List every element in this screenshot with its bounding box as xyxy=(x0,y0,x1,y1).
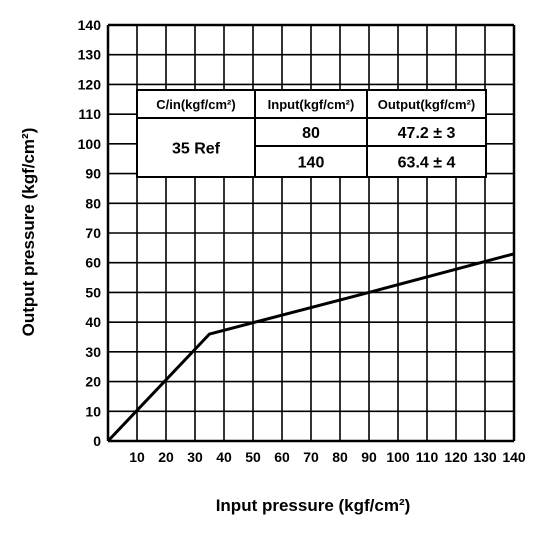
y-tick-label: 70 xyxy=(85,225,101,241)
series-line xyxy=(106,252,515,443)
table-output-cell: 63.4 ± 4 xyxy=(398,155,456,172)
x-tick-label: 60 xyxy=(274,449,290,465)
y-tick-label: 100 xyxy=(78,136,102,152)
x-tick-label: 80 xyxy=(332,449,348,465)
x-tick-label: 30 xyxy=(187,449,203,465)
x-tick-label: 130 xyxy=(473,449,497,465)
y-tick-label: 110 xyxy=(78,106,101,122)
y-tick-label: 60 xyxy=(85,255,101,271)
y-tick-label: 140 xyxy=(78,17,102,33)
y-tick-label: 30 xyxy=(85,344,101,360)
x-tick-label: 110 xyxy=(416,449,439,465)
y-tick-label: 80 xyxy=(85,195,101,211)
table-output-cell: 47.2 ± 3 xyxy=(398,125,456,142)
table-input-cell: 80 xyxy=(302,125,320,142)
data-table: C/in(kgf/cm²) Input(kgf/cm²) Output(kgf/cm… xyxy=(136,89,487,178)
table-input-cell: 140 xyxy=(298,155,325,172)
y-tick-label: 50 xyxy=(85,284,101,300)
y-tick-label: 0 xyxy=(93,433,101,449)
y-tick-label: 40 xyxy=(85,314,101,330)
x-tick-label: 70 xyxy=(303,449,319,465)
table-header: Output(kgf/cm²) xyxy=(378,97,475,112)
y-tick-label: 120 xyxy=(78,76,102,92)
y-tick-label: 10 xyxy=(85,403,101,419)
x-tick-label: 140 xyxy=(502,449,526,465)
x-tick-label: 50 xyxy=(245,449,261,465)
table-box xyxy=(136,89,487,178)
table-header: C/in(kgf/cm²) xyxy=(156,97,235,112)
y-axis-title: Output pressure (kgf/cm²) xyxy=(19,128,38,337)
table-header: Input(kgf/cm²) xyxy=(268,97,355,112)
y-tick-label: 20 xyxy=(85,374,101,390)
x-tick-label: 20 xyxy=(158,449,174,465)
x-tick-label: 10 xyxy=(129,449,145,465)
y-tick-label: 130 xyxy=(78,47,102,63)
tick-labels: 0 10 20 30 40 50 60 70 80 90 100 110 120 130 140 10 20 30… xyxy=(78,17,526,465)
x-tick-label: 100 xyxy=(386,449,410,465)
series-layer xyxy=(106,252,515,443)
x-tick-label: 90 xyxy=(361,449,377,465)
x-axis-title: Input pressure (kgf/cm²) xyxy=(216,496,411,515)
x-tick-label: 40 xyxy=(216,449,232,465)
y-tick-label: 90 xyxy=(85,166,101,182)
x-tick-label: 120 xyxy=(444,449,468,465)
table-ref-label: 35 Ref xyxy=(172,141,221,158)
